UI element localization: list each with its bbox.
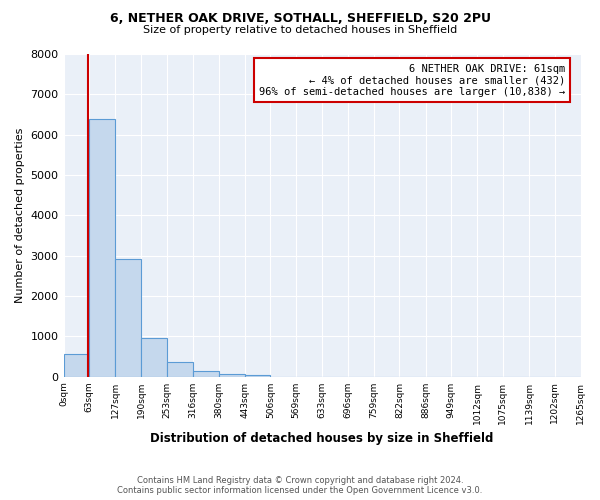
Bar <box>64 354 89 376</box>
Bar <box>245 374 271 376</box>
X-axis label: Distribution of detached houses by size in Sheffield: Distribution of detached houses by size … <box>151 432 494 445</box>
Text: Contains HM Land Registry data © Crown copyright and database right 2024.
Contai: Contains HM Land Registry data © Crown c… <box>118 476 482 495</box>
Bar <box>89 118 115 376</box>
Bar <box>167 362 193 376</box>
Y-axis label: Number of detached properties: Number of detached properties <box>15 128 25 303</box>
Text: Size of property relative to detached houses in Sheffield: Size of property relative to detached ho… <box>143 25 457 35</box>
Text: 6, NETHER OAK DRIVE, SOTHALL, SHEFFIELD, S20 2PU: 6, NETHER OAK DRIVE, SOTHALL, SHEFFIELD,… <box>110 12 491 26</box>
Bar <box>115 259 141 376</box>
Bar <box>219 374 245 376</box>
Bar <box>193 370 219 376</box>
Bar <box>141 338 167 376</box>
Text: 6 NETHER OAK DRIVE: 61sqm
← 4% of detached houses are smaller (432)
96% of semi-: 6 NETHER OAK DRIVE: 61sqm ← 4% of detach… <box>259 64 565 97</box>
